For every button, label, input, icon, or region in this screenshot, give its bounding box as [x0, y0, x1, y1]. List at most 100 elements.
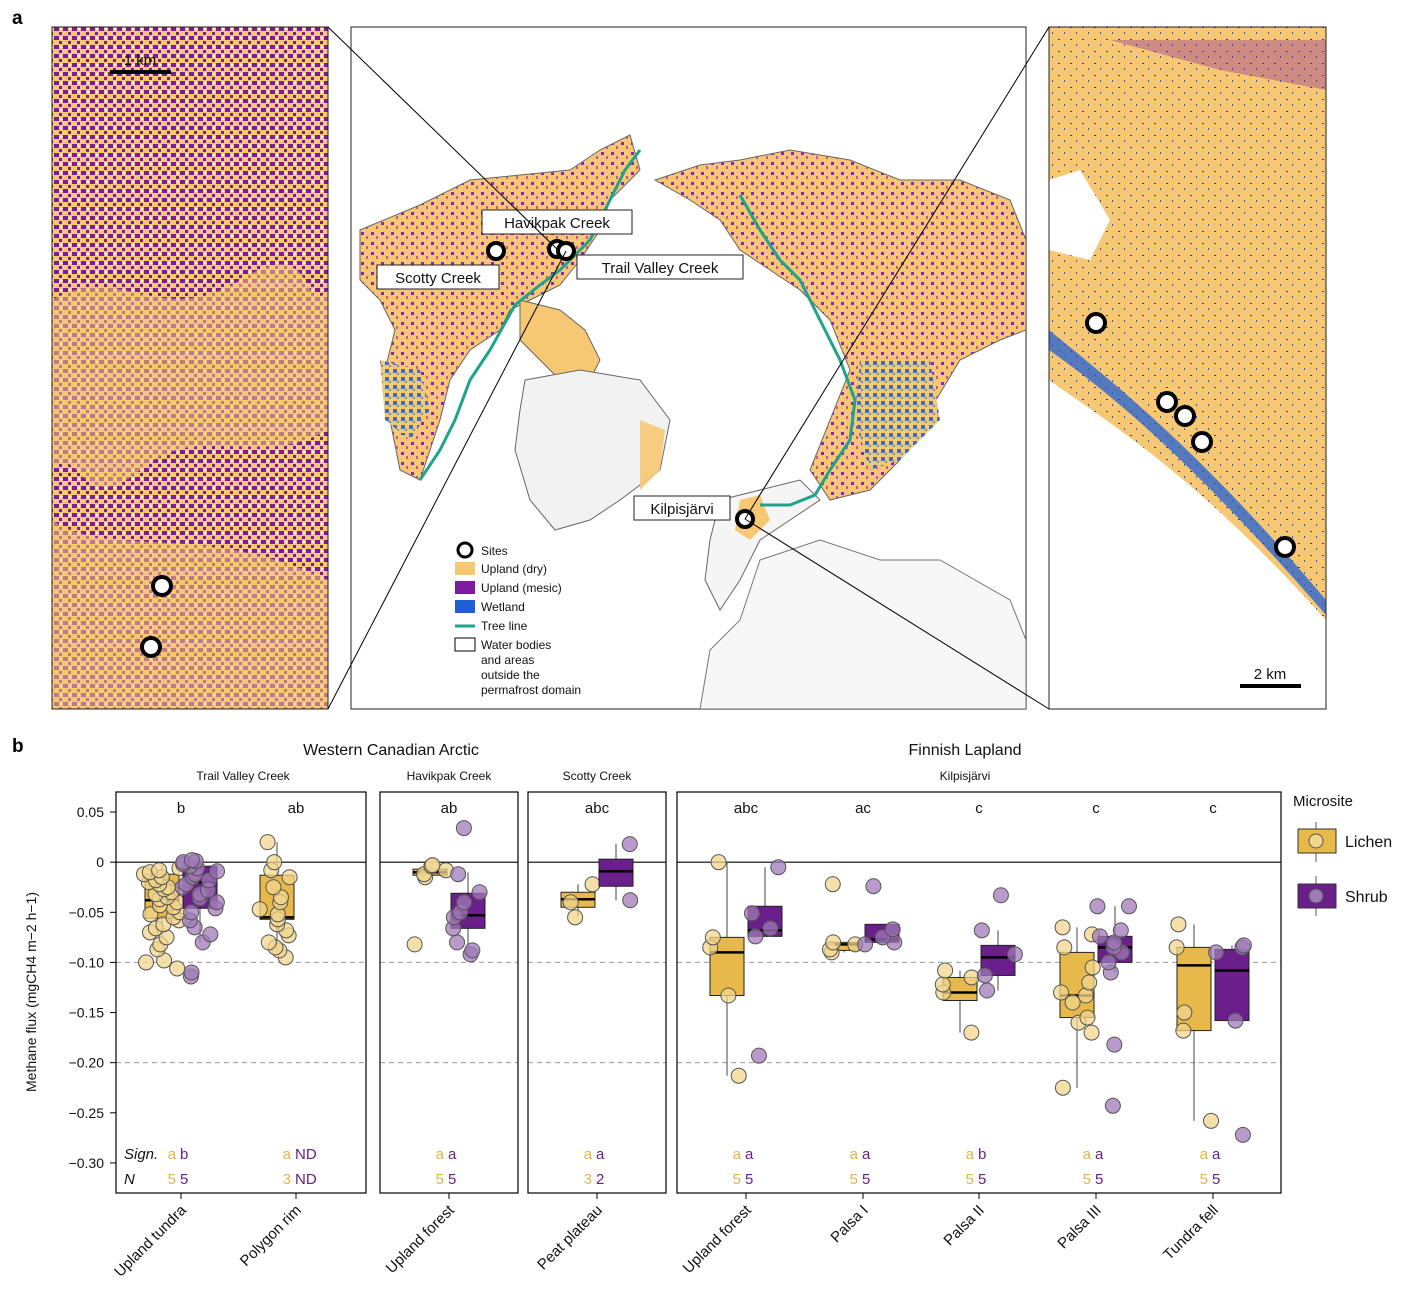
- label-trail: Trail Valley Creek: [602, 260, 719, 277]
- x-tick-label: Palsa II: [940, 1202, 987, 1249]
- label-box-trail: [576, 254, 744, 280]
- y-tick-label: −0.25: [69, 1105, 105, 1121]
- sign-lichen: a: [584, 1146, 593, 1163]
- legend-upland-mesic-swatch: [455, 581, 475, 594]
- site-marker: [1085, 312, 1107, 334]
- y-tick-label: −0.15: [69, 1005, 105, 1021]
- row-label-n: N: [124, 1171, 135, 1188]
- left-inset-dry-patch: [52, 264, 328, 487]
- legend-water-label-2: and areas: [481, 653, 534, 667]
- shrub-data-point: [857, 936, 874, 953]
- n-lichen: 5: [168, 1171, 176, 1188]
- region-title-finland: Finnish Lapland: [909, 742, 1022, 759]
- lichen-data-point: [138, 954, 155, 971]
- lichen-data-point: [1084, 959, 1101, 976]
- n-lichen: 3: [283, 1171, 291, 1188]
- shrub-data-point: [202, 926, 219, 943]
- lichen-data-point: [260, 934, 277, 951]
- sign-lichen: a: [966, 1146, 975, 1163]
- sign-shrub: ND: [295, 1146, 317, 1163]
- shrub-data-point: [1100, 954, 1117, 971]
- shrub-data-point: [1235, 937, 1252, 954]
- legend-lichen-label: Lichen: [1345, 834, 1392, 851]
- lichen-data-point: [169, 960, 186, 977]
- shrub-data-point: [450, 866, 467, 883]
- legend-wetland-swatch: [455, 600, 475, 613]
- lichen-data-point: [934, 976, 951, 993]
- lichen-data-point: [1170, 916, 1187, 933]
- shrub-data-point: [1227, 1012, 1244, 1029]
- n-shrub: 2: [596, 1171, 604, 1188]
- n-shrub: 5: [978, 1171, 986, 1188]
- legend-wetland-label: Wetland: [481, 600, 525, 614]
- sign-shrub: b: [978, 1146, 986, 1163]
- shrub-data-point: [1106, 934, 1123, 951]
- sign-lichen: a: [850, 1146, 859, 1163]
- lichen-data-point: [710, 854, 727, 871]
- lichen-data-point: [1053, 984, 1070, 1001]
- left-scale-label: 1 km: [124, 52, 157, 69]
- facet-frame: [527, 791, 667, 1194]
- significance-letter: c: [1209, 800, 1217, 817]
- lichen-data-point: [963, 1024, 980, 1041]
- shrub-data-point: [449, 934, 466, 951]
- left-inset-dry-patch: [52, 520, 328, 709]
- site-marker: [1191, 431, 1213, 453]
- facet-frame: [115, 791, 367, 1194]
- x-tick-label: Upland tundra: [111, 1201, 190, 1280]
- shrub-data-point: [1208, 944, 1225, 961]
- shrub-data-point: [747, 928, 764, 945]
- shrub-data-point: [464, 942, 481, 959]
- panel-letter-a: a: [12, 8, 23, 29]
- lichen-data-point: [567, 909, 584, 926]
- lichen-data-point: [1203, 1112, 1220, 1129]
- lichen-data-point: [825, 934, 842, 951]
- n-lichen: 5: [966, 1171, 974, 1188]
- legend-water-label-3: outside the: [481, 668, 540, 682]
- significance-letter: abc: [734, 800, 759, 817]
- map-legend: Sites Upland (dry) Upland (mesic) Wetlan…: [454, 541, 581, 697]
- shrub-data-point: [770, 859, 787, 876]
- lichen-data-point: [584, 876, 601, 893]
- lichen-data-point: [963, 969, 980, 986]
- zoom-connectors: [327, 26, 1050, 710]
- n-shrub: 5: [1095, 1171, 1103, 1188]
- right-inset-frame: [1048, 26, 1327, 710]
- map-landmass-europe: [699, 539, 1026, 709]
- facet-frame: [379, 791, 519, 1194]
- tree-line-north-america: [418, 149, 642, 481]
- legend-water-label-4: permafrost domain: [481, 683, 581, 697]
- lichen-data-point: [266, 854, 283, 871]
- lichen-data-point: [1056, 939, 1073, 956]
- shrub-data-point: [1091, 928, 1108, 945]
- sign-shrub: a: [596, 1146, 605, 1163]
- lichen-data-point: [259, 834, 276, 851]
- site-title-trail: Trail Valley Creek: [196, 769, 290, 783]
- connector-line: [327, 250, 567, 710]
- lichen-data-point: [824, 876, 841, 893]
- n-lichen: 3: [584, 1171, 592, 1188]
- label-box-kilpisjarvi: [633, 495, 731, 521]
- shrub-data-point: [992, 887, 1009, 904]
- right-inset-water: [1049, 170, 1110, 260]
- site-marker: [1156, 391, 1178, 413]
- n-shrub: 5: [745, 1171, 753, 1188]
- legend-title: Microsite: [1293, 793, 1353, 810]
- n-shrub: 5: [180, 1171, 188, 1188]
- sign-shrub: a: [862, 1146, 871, 1163]
- shrub-data-point: [183, 964, 200, 981]
- x-tick-label: Peat plateau: [534, 1202, 606, 1274]
- sign-shrub: a: [745, 1146, 754, 1163]
- x-tick-label: Upland forest: [383, 1201, 459, 1277]
- significance-letter: abc: [585, 800, 610, 817]
- legend-sites-icon: [456, 541, 474, 559]
- n-lichen: 5: [1083, 1171, 1091, 1188]
- shrub-data-point: [1089, 898, 1106, 915]
- lichen-data-point: [265, 879, 282, 896]
- legend-shrub-label: Shrub: [1345, 889, 1388, 906]
- map-greenland-coast: [640, 420, 665, 490]
- shrub-data-point: [884, 921, 901, 938]
- shrub-data-point: [973, 922, 990, 939]
- shrub-data-point: [456, 894, 473, 911]
- lichen-data-point: [424, 857, 441, 874]
